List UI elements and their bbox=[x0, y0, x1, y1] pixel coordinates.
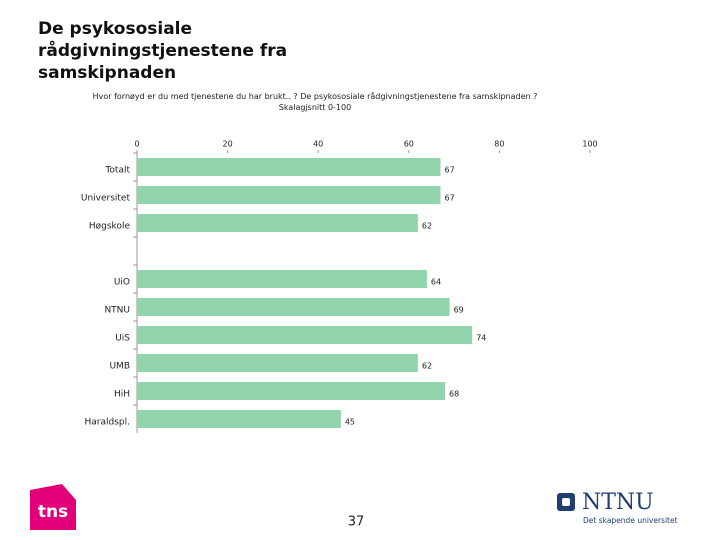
chart-subtitle: Hvor fornøyd er du med tjenestene du har… bbox=[92, 92, 538, 112]
value-label: 45 bbox=[345, 418, 355, 427]
value-label: 69 bbox=[454, 306, 464, 315]
value-label: 62 bbox=[422, 222, 432, 231]
ntnu-logo-mark-inner bbox=[562, 498, 570, 506]
y-tick-label: Totalt bbox=[104, 166, 130, 176]
bar bbox=[137, 354, 418, 372]
value-label: 64 bbox=[431, 278, 441, 287]
value-label: 67 bbox=[445, 166, 455, 175]
bar bbox=[137, 382, 446, 400]
tns-logo-shape bbox=[30, 484, 76, 530]
y-tick-label: UiO bbox=[114, 278, 130, 288]
y-tick-label: UiS bbox=[115, 334, 130, 344]
ntnu-tagline: Det skapende universitet bbox=[583, 516, 678, 525]
value-label: 67 bbox=[445, 194, 455, 203]
x-tick-label: 20 bbox=[223, 140, 233, 149]
x-tick-label: 100 bbox=[582, 140, 597, 149]
bar bbox=[137, 214, 418, 232]
bar bbox=[137, 410, 341, 428]
bar bbox=[137, 326, 473, 344]
ntnu-logo: NTNU bbox=[582, 490, 654, 515]
x-tick-label: 0 bbox=[134, 140, 139, 149]
bar bbox=[137, 186, 441, 204]
value-label: 62 bbox=[422, 362, 432, 371]
bar bbox=[137, 298, 450, 316]
y-tick-label: Universitet bbox=[81, 194, 131, 204]
x-tick-label: 80 bbox=[494, 140, 504, 149]
y-tick-label: Haraldspl. bbox=[85, 418, 130, 428]
y-tick-label: NTNU bbox=[104, 306, 130, 316]
y-tick-label: UMB bbox=[109, 362, 130, 372]
value-label: 74 bbox=[476, 334, 486, 343]
tns-logo: tns bbox=[38, 502, 68, 522]
y-tick-label: HiH bbox=[114, 390, 130, 400]
value-label: 68 bbox=[449, 390, 459, 399]
bar bbox=[137, 270, 427, 288]
x-tick-label: 40 bbox=[313, 140, 323, 149]
page-number: 37 bbox=[348, 515, 365, 530]
x-tick-label: 60 bbox=[404, 140, 414, 149]
y-tick-label: Høgskole bbox=[89, 222, 131, 232]
bar bbox=[137, 158, 441, 176]
slide-title: De psykososiale rådgivningstjenestene fr… bbox=[38, 19, 288, 83]
